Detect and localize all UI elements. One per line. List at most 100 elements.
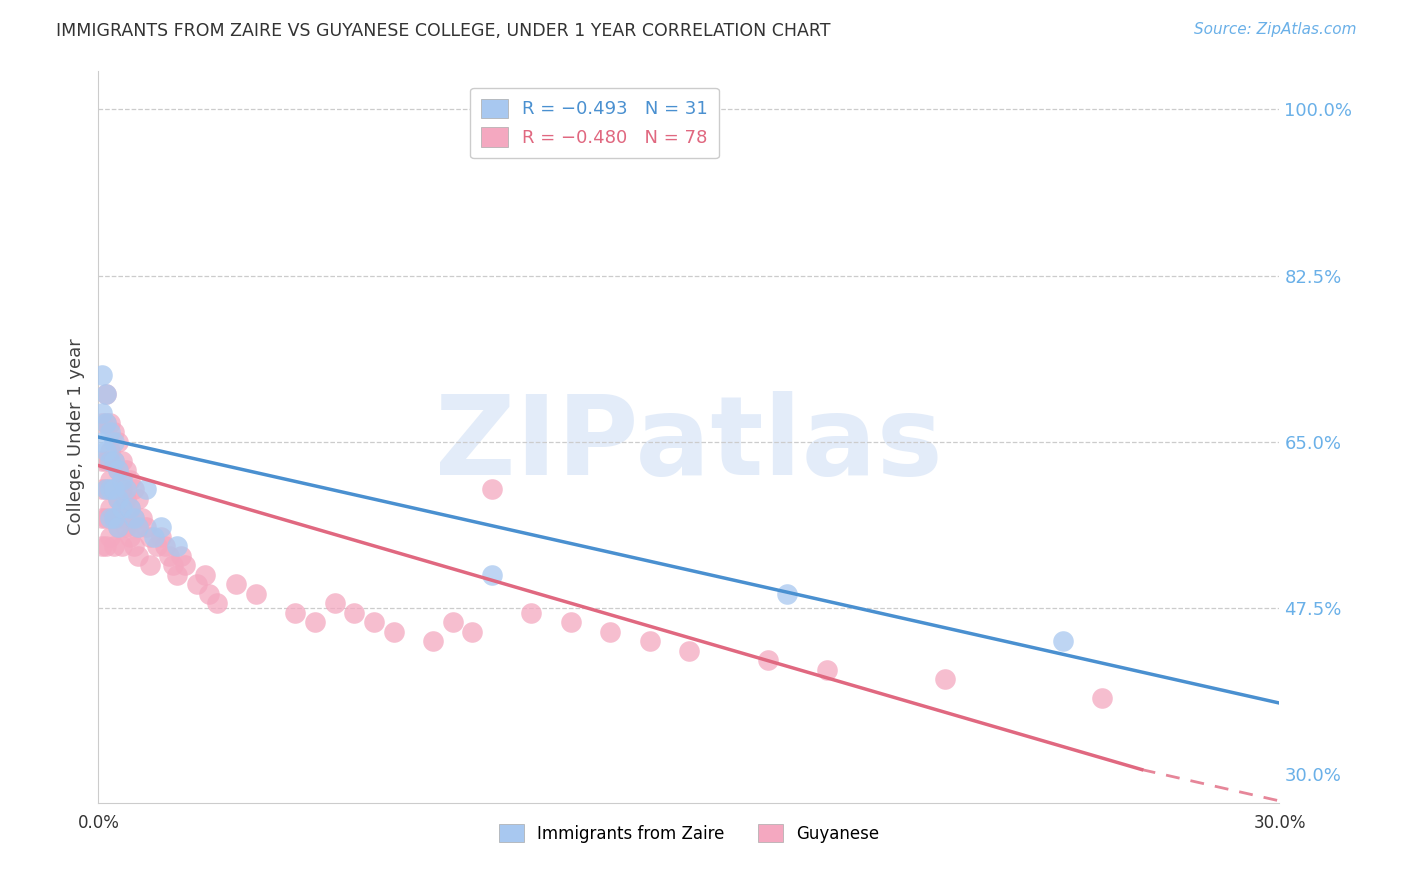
- Point: [118, 473, 141, 487]
- Point: [934, 673, 956, 687]
- Point: [91, 483, 114, 497]
- Point: [96, 539, 118, 553]
- Point: [118, 530, 141, 544]
- Point: [194, 567, 217, 582]
- Point: [142, 530, 165, 544]
- Point: [245, 587, 267, 601]
- Point: [122, 511, 145, 525]
- Point: [138, 530, 160, 544]
- Point: [638, 634, 661, 648]
- Point: [103, 425, 125, 440]
- Point: [1052, 634, 1074, 648]
- Point: [107, 463, 129, 477]
- Point: [91, 416, 114, 430]
- Point: [150, 530, 173, 544]
- Point: [1091, 691, 1114, 706]
- Point: [103, 483, 125, 497]
- Text: ZIPatlas: ZIPatlas: [434, 391, 943, 498]
- Point: [107, 491, 129, 506]
- Point: [304, 615, 326, 630]
- Point: [98, 444, 121, 458]
- Point: [111, 511, 134, 525]
- Point: [91, 368, 114, 383]
- Point: [155, 539, 177, 553]
- Point: [186, 577, 208, 591]
- Point: [166, 539, 188, 553]
- Point: [96, 483, 118, 497]
- Point: [98, 425, 121, 440]
- Point: [197, 587, 219, 601]
- Point: [118, 501, 141, 516]
- Point: [115, 491, 138, 506]
- Point: [363, 615, 385, 630]
- Point: [107, 520, 129, 534]
- Point: [323, 596, 346, 610]
- Point: [225, 577, 247, 591]
- Point: [96, 454, 118, 468]
- Point: [560, 615, 582, 630]
- Point: [127, 520, 149, 534]
- Point: [111, 483, 134, 497]
- Point: [98, 416, 121, 430]
- Point: [815, 663, 838, 677]
- Point: [127, 549, 149, 563]
- Point: [96, 416, 118, 430]
- Point: [127, 520, 149, 534]
- Point: [96, 387, 118, 401]
- Point: [776, 587, 799, 601]
- Point: [138, 558, 160, 573]
- Point: [157, 549, 180, 563]
- Point: [96, 511, 118, 525]
- Point: [98, 501, 121, 516]
- Point: [599, 624, 621, 639]
- Point: [98, 454, 121, 468]
- Point: [115, 463, 138, 477]
- Point: [103, 511, 125, 525]
- Point: [174, 558, 197, 573]
- Point: [135, 483, 157, 497]
- Point: [382, 624, 405, 639]
- Point: [103, 454, 125, 468]
- Point: [107, 491, 129, 506]
- Point: [98, 511, 121, 525]
- Point: [96, 483, 118, 497]
- Text: IMMIGRANTS FROM ZAIRE VS GUYANESE COLLEGE, UNDER 1 YEAR CORRELATION CHART: IMMIGRANTS FROM ZAIRE VS GUYANESE COLLEG…: [56, 22, 831, 40]
- Point: [441, 615, 464, 630]
- Point: [284, 606, 307, 620]
- Point: [481, 567, 503, 582]
- Point: [146, 539, 169, 553]
- Point: [520, 606, 543, 620]
- Point: [91, 406, 114, 420]
- Point: [103, 454, 125, 468]
- Point: [461, 624, 484, 639]
- Text: Source: ZipAtlas.com: Source: ZipAtlas.com: [1194, 22, 1357, 37]
- Point: [111, 473, 134, 487]
- Point: [91, 511, 114, 525]
- Point: [131, 511, 153, 525]
- Point: [103, 511, 125, 525]
- Point: [91, 434, 114, 449]
- Point: [135, 520, 157, 534]
- Point: [756, 653, 779, 667]
- Point: [107, 520, 129, 534]
- Point: [162, 558, 184, 573]
- Point: [98, 483, 121, 497]
- Point: [107, 434, 129, 449]
- Point: [481, 483, 503, 497]
- Point: [103, 434, 125, 449]
- Point: [111, 539, 134, 553]
- Point: [96, 444, 118, 458]
- Point: [103, 539, 125, 553]
- Point: [170, 549, 193, 563]
- Point: [122, 511, 145, 525]
- Point: [343, 606, 366, 620]
- Point: [98, 530, 121, 544]
- Point: [115, 483, 138, 497]
- Point: [96, 416, 118, 430]
- Point: [91, 454, 114, 468]
- Legend: Immigrants from Zaire, Guyanese: Immigrants from Zaire, Guyanese: [492, 817, 886, 849]
- Point: [111, 501, 134, 516]
- Point: [150, 520, 173, 534]
- Y-axis label: College, Under 1 year: College, Under 1 year: [66, 339, 84, 535]
- Point: [118, 501, 141, 516]
